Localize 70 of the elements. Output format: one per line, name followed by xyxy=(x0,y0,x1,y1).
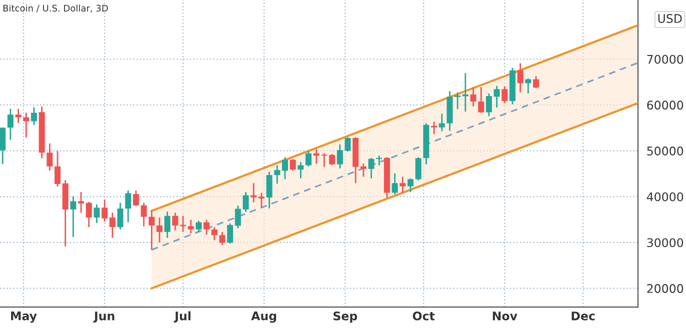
x-tick-label: Nov xyxy=(492,312,518,320)
candlestick xyxy=(368,157,374,179)
candlestick xyxy=(494,85,500,108)
candlestick xyxy=(188,219,194,234)
y-tick-label: 20000 xyxy=(647,284,684,293)
candlestick xyxy=(250,182,257,204)
candlestick xyxy=(46,142,53,172)
candlestick xyxy=(329,153,336,166)
y-tick-label: 70000 xyxy=(647,54,684,64)
candlestick xyxy=(86,201,92,228)
candlestick xyxy=(274,164,280,184)
candlestick xyxy=(407,178,414,193)
candlestick xyxy=(282,156,288,180)
candlestick xyxy=(298,161,304,179)
candlestick xyxy=(7,108,14,140)
candlestick xyxy=(438,112,445,132)
candlestick xyxy=(172,212,178,232)
candlestick xyxy=(400,176,406,194)
candlestick xyxy=(431,121,438,135)
x-tick-label: May xyxy=(11,312,37,323)
candlestick xyxy=(132,190,139,207)
candlestick xyxy=(78,191,84,214)
candlestick xyxy=(140,202,147,228)
candlestick xyxy=(462,72,468,112)
candlestick xyxy=(258,192,264,208)
candlestick xyxy=(109,212,116,239)
candlestick xyxy=(94,204,100,224)
candlestick xyxy=(164,210,170,239)
candlestick xyxy=(117,202,124,230)
candlestick xyxy=(415,156,422,182)
candlestick xyxy=(219,231,226,246)
y-tick-label: 60000 xyxy=(647,100,684,110)
candlestick xyxy=(470,86,476,108)
candlestick xyxy=(15,108,22,124)
x-tick-label: Jul xyxy=(174,311,190,323)
candlestick xyxy=(266,171,272,210)
candlestick xyxy=(204,219,210,236)
candlestick xyxy=(454,92,461,110)
candlestick xyxy=(502,86,508,104)
candlestick xyxy=(478,86,484,114)
candlestick xyxy=(102,198,108,222)
candlestick xyxy=(156,216,162,244)
y-tick-label: 50000 xyxy=(647,146,684,156)
candlestick xyxy=(234,204,241,229)
candlestick xyxy=(533,75,540,89)
candlestick xyxy=(211,226,218,241)
candlestick xyxy=(517,62,524,94)
candlestick xyxy=(227,222,234,244)
candlestick xyxy=(0,126,6,165)
y-tick-label: 30000 xyxy=(647,238,684,248)
candlestick xyxy=(54,150,61,188)
candlestick xyxy=(196,220,202,233)
chart-title: Bitcoin / U.S. Dollar, 3D xyxy=(3,4,108,13)
y-axis-title: USD xyxy=(658,14,682,23)
candlestick xyxy=(360,162,366,178)
candlestick xyxy=(486,92,492,117)
candlestick xyxy=(125,190,132,223)
x-tick-label: Oct xyxy=(412,311,435,320)
candlestick xyxy=(30,106,37,126)
candlestick xyxy=(148,210,155,250)
x-tick-label: Jun xyxy=(93,312,114,323)
candlestick xyxy=(306,150,312,168)
candlestick xyxy=(242,191,249,213)
x-tick-label: Dec xyxy=(572,312,595,320)
candlestick xyxy=(392,172,398,196)
y-tick-label: 40000 xyxy=(646,192,684,202)
candlestick xyxy=(290,158,296,172)
candlestick xyxy=(70,196,76,238)
x-tick-label: Aug xyxy=(251,312,276,323)
x-tick-label: Sep xyxy=(334,311,358,323)
